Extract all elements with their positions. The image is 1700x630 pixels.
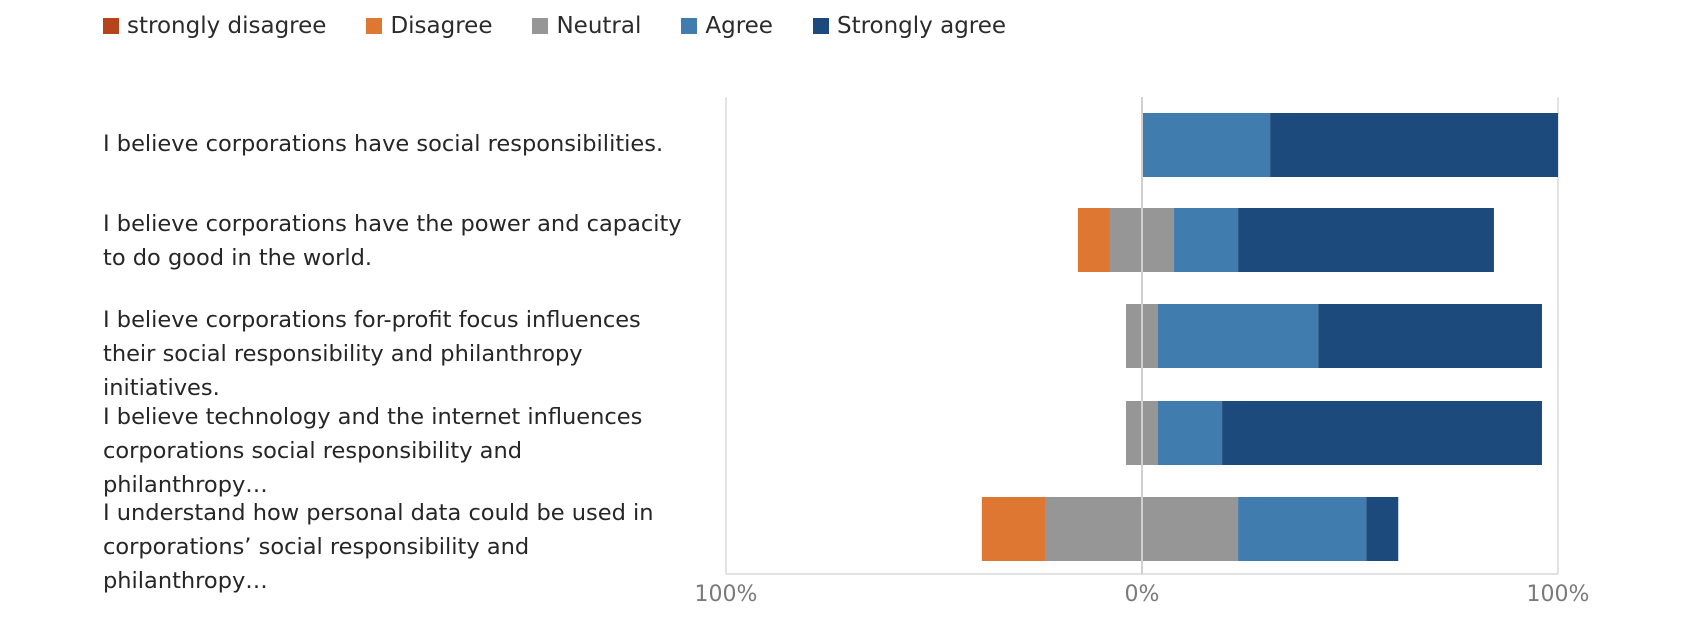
x-tick-label-left: 100% — [694, 582, 758, 607]
bar-segment-strongly-agree-row-2 — [1238, 208, 1494, 272]
legend-item-agree: Agree — [681, 13, 773, 39]
legend-swatch-agree — [681, 18, 698, 34]
bar-segment-agree-row-1 — [1142, 113, 1271, 177]
x-tick-label-center: 0% — [1124, 582, 1160, 607]
bar-segment-strongly-agree-row-4 — [1222, 401, 1542, 465]
legend-label-disagree: Disagree — [390, 13, 493, 39]
bar-segment-strongly-agree-row-3 — [1318, 304, 1542, 368]
legend-label-neutral: Neutral — [556, 13, 642, 39]
bar-segment-agree-row-2 — [1174, 208, 1239, 272]
legend-label-strongly-agree: Strongly agree — [836, 13, 1007, 39]
legend-item-strongly-disagree: strongly disagree — [103, 13, 326, 39]
legend-swatch-neutral — [532, 18, 549, 34]
legend-swatch-strongly-disagree — [103, 18, 119, 34]
bar-segment-agree-row-5 — [1238, 497, 1367, 561]
bar-segment-agree-row-4 — [1158, 401, 1223, 465]
legend-swatch-disagree — [366, 18, 383, 34]
bar-segment-agree-row-3 — [1158, 304, 1319, 368]
chart-legend: strongly disagree Disagree Neutral Agree… — [103, 10, 1046, 42]
legend-label-strongly-disagree: strongly disagree — [127, 13, 327, 39]
category-label-3: I believe corporations for-profit focus … — [103, 307, 641, 401]
legend-item-neutral: Neutral — [532, 13, 641, 39]
legend-item-disagree: Disagree — [366, 13, 492, 39]
category-label-5: I understand how personal data could be … — [103, 500, 654, 594]
x-tick-label-right: 100% — [1526, 582, 1590, 607]
bar-segment-disagree-row-5 — [981, 497, 1046, 561]
bar-segment-strongly-agree-row-5 — [1366, 497, 1399, 561]
category-label-4: I believe technology and the internet in… — [103, 404, 643, 498]
legend-item-strongly-agree: Strongly agree — [812, 13, 1007, 39]
category-label-1: I believe corporations have social respo… — [103, 131, 664, 157]
legend-label-agree: Agree — [705, 13, 773, 39]
bars-group — [981, 113, 1558, 561]
legend-swatch-strongly-agree — [812, 18, 829, 34]
bar-segment-strongly-agree-row-1 — [1270, 113, 1558, 177]
bar-segment-disagree-row-2 — [1077, 208, 1110, 272]
category-label-2: I believe corporations have the power an… — [103, 211, 682, 271]
